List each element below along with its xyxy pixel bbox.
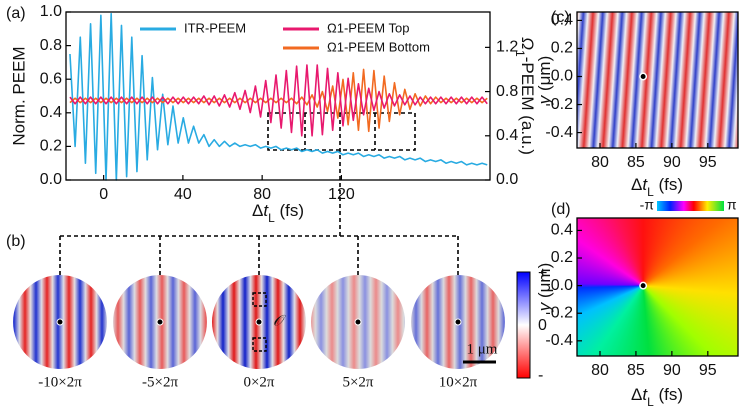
x-tick-label: 80	[591, 154, 609, 171]
image-label: 0×2π	[243, 374, 274, 390]
y2-tick-label: 0.8	[496, 83, 518, 100]
series-line	[69, 64, 488, 137]
label-part: Ω	[518, 37, 537, 50]
y-tick-label: 1.0	[40, 3, 62, 20]
y-axis-label: y (μm)	[535, 263, 554, 313]
label-part: (fs)	[654, 385, 683, 404]
panel-label: (a)	[6, 5, 26, 22]
y-tick-label: 0.8	[40, 37, 62, 54]
colorbar-label: π	[727, 197, 737, 213]
label-part: Δ	[252, 201, 263, 220]
heatmap-image	[577, 12, 738, 148]
label-part: (μm)	[535, 56, 554, 96]
x-tick-label: 80	[253, 186, 271, 203]
x-tick-label: 90	[663, 154, 681, 171]
panel-label: (d)	[551, 201, 571, 218]
x-tick-label: 40	[174, 186, 192, 203]
legend-label: Ω1-PEEM Top	[327, 20, 409, 35]
y-axis-label: Norm. PEEM	[9, 46, 28, 145]
image-label: 5×2π	[342, 374, 373, 390]
legend-label: ITR-PEEM	[184, 20, 246, 35]
image-label: -5×2π	[142, 374, 178, 390]
legend-label: Ω1-PEEM Bottom	[327, 39, 430, 54]
y-tick-label: -0.2	[545, 96, 573, 113]
x-tick-label: 95	[699, 362, 717, 379]
series-line	[69, 12, 488, 181]
plot-frame	[576, 11, 739, 149]
colorbar-label: -π	[640, 197, 655, 213]
center-dot	[56, 318, 64, 326]
roi-box	[252, 292, 267, 307]
colorbar	[516, 271, 531, 379]
label-part: L	[268, 211, 275, 225]
x-tick-label: 85	[627, 154, 645, 171]
roi-box	[252, 337, 267, 352]
label-part: -PEEM (a.u.)	[518, 57, 537, 155]
y2-tick-label: 0.0	[496, 171, 518, 188]
y-tick-label: -0.2	[545, 304, 573, 321]
label-part: L	[647, 395, 654, 409]
y-tick-label: -0.4	[545, 124, 573, 141]
panel-label: (c)	[551, 9, 570, 26]
marker-dot	[639, 72, 648, 81]
colorbar-label: -	[538, 367, 543, 384]
image-label: -10×2π	[38, 374, 82, 390]
phase-map	[577, 218, 738, 356]
x-axis-label: ΔtL (fs)	[631, 175, 683, 199]
label-part: y	[535, 301, 554, 312]
label-part: L	[647, 185, 654, 199]
label-part: (fs)	[275, 201, 304, 220]
y-tick-label: 0.4	[551, 222, 573, 239]
y-tick-label: 0.2	[551, 249, 573, 266]
y2-tick-label: 0.4	[496, 127, 518, 144]
image-label: 10×2π	[439, 374, 478, 390]
x-axis-label: ΔtL (fs)	[631, 385, 683, 409]
colorbar-label: +	[538, 265, 547, 282]
plot-frame	[576, 217, 739, 357]
y2-tick-label: 1.2	[496, 39, 518, 56]
phase-colorbar	[657, 201, 724, 211]
label-part: t	[642, 385, 648, 404]
x-tick-label: 90	[663, 362, 681, 379]
y2-axis-label: Ω1-PEEM (a.u.)	[513, 37, 537, 155]
y-tick-label: 0.0	[40, 171, 62, 188]
center-dot	[255, 318, 263, 326]
marker-dot	[639, 281, 648, 290]
plot-frame	[65, 11, 491, 181]
center-dot	[354, 318, 362, 326]
panel-label: (b)	[6, 233, 26, 250]
label-part: y	[535, 94, 554, 105]
y-axis-label: y (μm)	[535, 56, 554, 106]
label-part: 1	[513, 50, 527, 57]
x-tick-label: 80	[591, 362, 609, 379]
label-part: Δ	[631, 385, 642, 404]
y-tick-label: 0.0	[551, 277, 573, 294]
x-axis-label: ΔtL (fs)	[252, 201, 304, 225]
x-tick-label: 85	[627, 362, 645, 379]
y-tick-label: 0.4	[551, 12, 573, 29]
y-tick-label: 0.6	[40, 70, 62, 87]
y-tick-label: 0.2	[551, 40, 573, 57]
y-tick-label: -0.4	[545, 332, 573, 349]
x-tick-label: 0	[99, 186, 108, 203]
center-dot	[454, 318, 462, 326]
center-dot	[156, 318, 164, 326]
colorbar-label: 0	[538, 317, 547, 334]
y-tick-label: 0.2	[40, 138, 62, 155]
label-part: Δ	[631, 175, 642, 194]
x-tick-label: 95	[699, 154, 717, 171]
label-part: (fs)	[654, 175, 683, 194]
y-tick-label: 0.0	[551, 68, 573, 85]
label-part: (μm)	[535, 263, 554, 303]
y-tick-label: 0.4	[40, 104, 62, 121]
peem-images: 𝒪	[13, 275, 505, 369]
label-part: t	[642, 175, 648, 194]
scale-bar-label: 1 μm	[467, 341, 498, 357]
x-tick-label: 120	[328, 186, 355, 203]
label-part: t	[263, 201, 269, 220]
